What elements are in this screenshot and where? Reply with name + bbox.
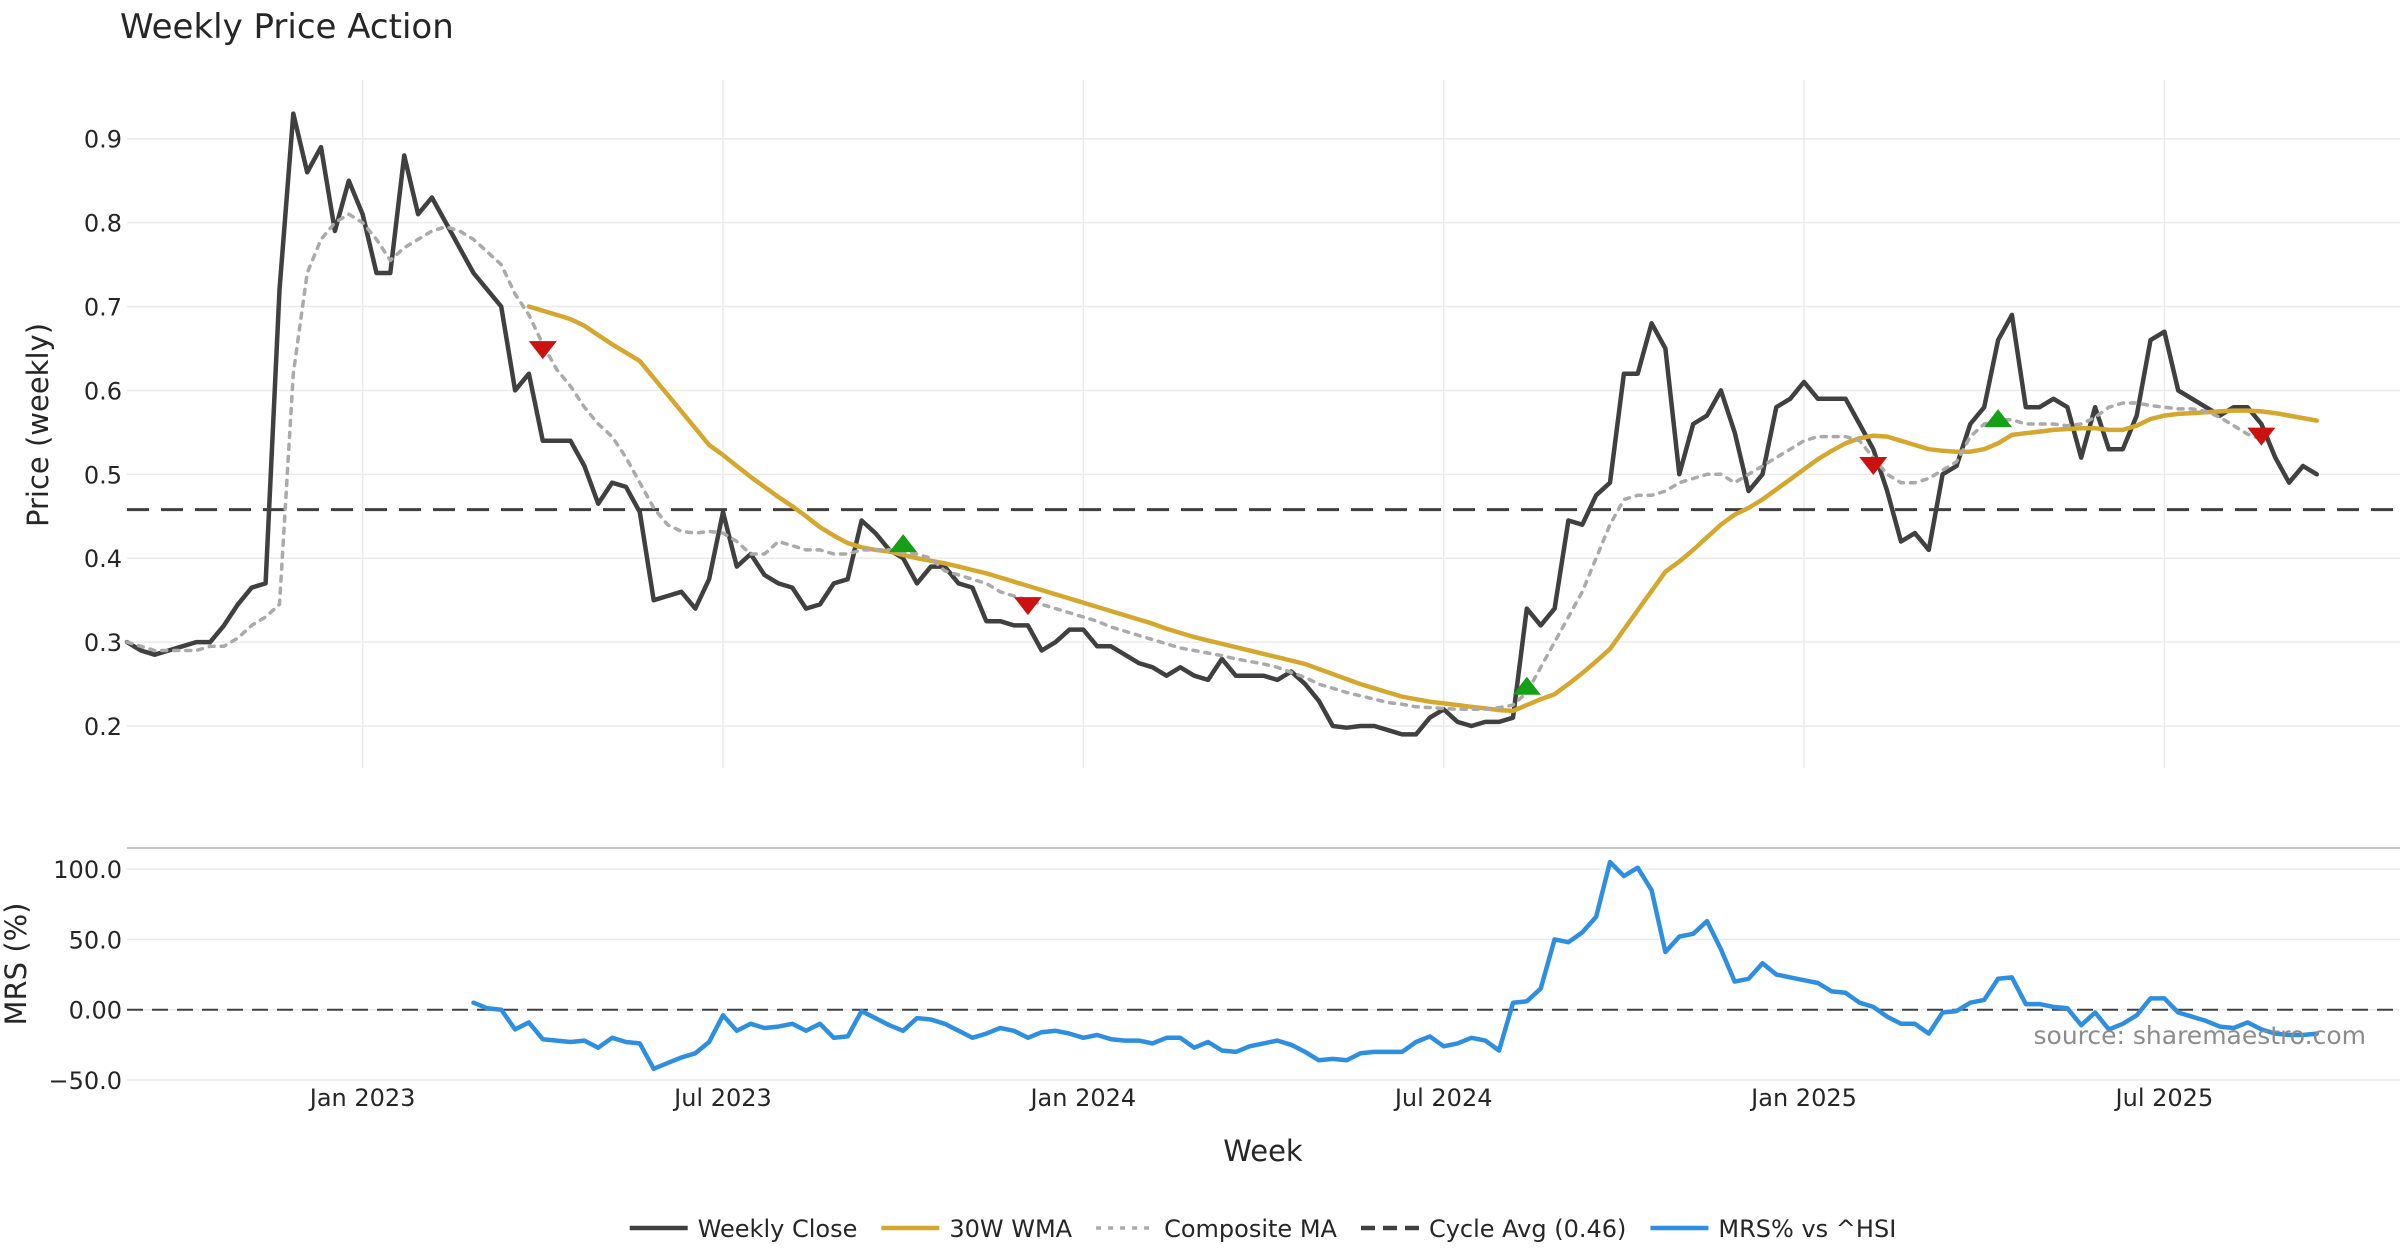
mrs-y-axis-label: MRS (%) bbox=[0, 903, 33, 1026]
price-y-tick-label: 0.7 bbox=[84, 294, 122, 322]
chart-title: Weekly Price Action bbox=[120, 7, 454, 47]
legend-item-30w-wma: 30W WMA bbox=[881, 1215, 1073, 1243]
price-grid bbox=[127, 80, 2400, 768]
legend-label: Cycle Avg (0.46) bbox=[1429, 1215, 1626, 1243]
source-note: source: sharemaestro.com bbox=[2034, 1021, 2367, 1050]
price-y-ticks: 0.2 0.3 0.4 0.5 0.6 0.7 0.8 0.9 bbox=[84, 126, 122, 741]
mrs-y-ticks: −50.0 0.00 50.0 100.0 bbox=[48, 856, 122, 1095]
legend-label: MRS% vs ^HSI bbox=[1718, 1215, 1896, 1243]
sell-signal-marker bbox=[1859, 456, 1888, 475]
price-y-tick-label: 0.9 bbox=[84, 126, 122, 154]
price-y-tick-label: 0.8 bbox=[84, 210, 122, 238]
x-tick-label: Jan 2025 bbox=[1749, 1084, 1857, 1112]
x-axis-label: Week bbox=[1223, 1134, 1303, 1168]
buy-signal-marker bbox=[1512, 676, 1541, 695]
x-tick-label: Jan 2024 bbox=[1028, 1084, 1136, 1112]
signal-markers bbox=[528, 341, 2276, 695]
legend-item-weekly-close: Weekly Close bbox=[629, 1215, 858, 1243]
price-y-tick-label: 0.6 bbox=[84, 377, 122, 405]
legend-label: Composite MA bbox=[1164, 1215, 1337, 1243]
legend-label: 30W WMA bbox=[949, 1215, 1072, 1243]
price-series-group bbox=[124, 111, 2320, 737]
legend-item-composite-ma: Composite MA bbox=[1096, 1215, 1338, 1243]
sell-signal-marker bbox=[528, 341, 557, 360]
legend-item-cycle-avg-0-46: Cycle Avg (0.46) bbox=[1360, 1215, 1626, 1243]
x-tick-label: Jul 2025 bbox=[2114, 1084, 2214, 1112]
series-mrs-line bbox=[471, 859, 2320, 1072]
series-30w-wma-line bbox=[526, 304, 2320, 714]
mrs-y-tick-label: 100.0 bbox=[53, 856, 122, 884]
x-tick-label: Jul 2024 bbox=[1393, 1084, 1493, 1112]
legend-item-mrs-vs-hsi: MRS% vs ^HSI bbox=[1650, 1215, 1896, 1243]
mrs-y-tick-label: 0.00 bbox=[69, 997, 122, 1025]
series-composite-ma-line bbox=[125, 212, 2264, 712]
buy-signal-marker bbox=[889, 534, 918, 553]
price-y-axis-label: Price (weekly) bbox=[21, 323, 55, 527]
price-y-tick-label: 0.5 bbox=[84, 461, 122, 489]
mrs-series-group bbox=[471, 859, 2320, 1072]
price-y-tick-label: 0.2 bbox=[84, 713, 122, 741]
x-tick-label: Jan 2023 bbox=[308, 1084, 416, 1112]
legend-label: Weekly Close bbox=[698, 1215, 858, 1243]
sell-signal-marker bbox=[2247, 427, 2276, 446]
price-y-tick-label: 0.3 bbox=[84, 629, 122, 657]
mrs-y-tick-label: −50.0 bbox=[48, 1067, 122, 1095]
buy-signal-marker bbox=[1984, 409, 2013, 428]
x-tick-label: Jul 2023 bbox=[672, 1084, 772, 1112]
series-weekly-close-line bbox=[124, 111, 2320, 737]
legend: Weekly Close 30W WMA Composite MA Cycle Avg… bbox=[629, 1215, 1896, 1243]
sell-signal-marker bbox=[1013, 597, 1042, 616]
price-y-tick-label: 0.4 bbox=[84, 545, 122, 573]
x-ticks: Jan 2023 Jul 2023 Jan 2024 Jul 2024 Jan 2025… bbox=[308, 1084, 2213, 1112]
mrs-y-tick-label: 50.0 bbox=[69, 926, 122, 954]
